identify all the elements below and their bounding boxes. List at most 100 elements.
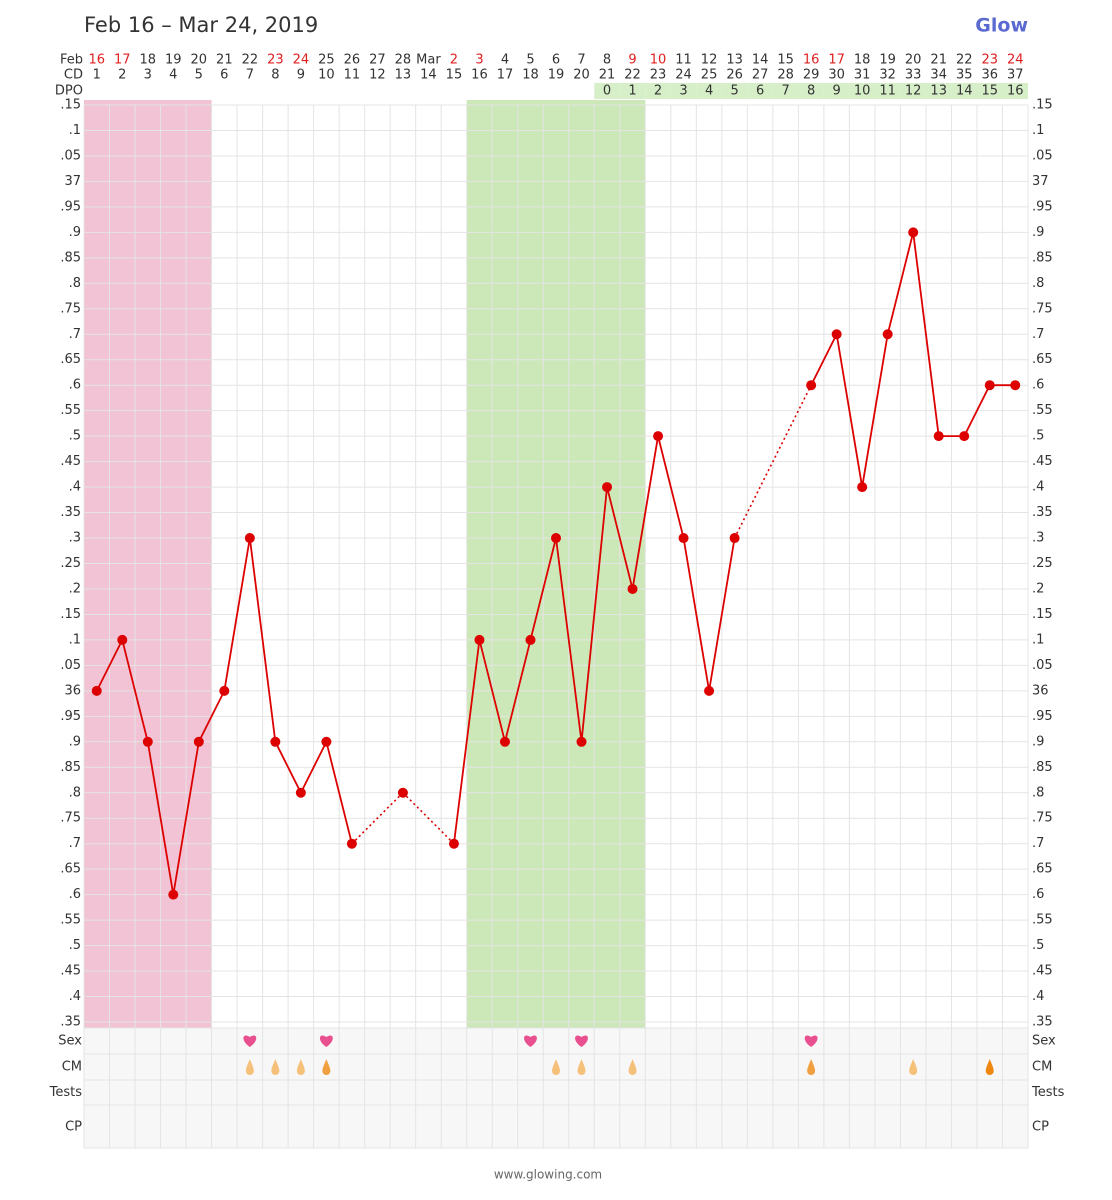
data-point [602,482,613,493]
data-point [984,380,995,391]
y-tick-label-right: .05 [1032,658,1053,673]
date-label: 19 [165,53,182,68]
y-tick-label-right: .4 [1032,989,1044,1004]
dpo-cell [900,83,926,99]
y-tick-label: .35 [60,1015,81,1030]
y-tick-label: .25 [60,556,81,571]
y-tick-label: .1 [69,632,81,647]
y-tick-label: .8 [69,276,81,291]
dpo-label: DPO [55,84,83,99]
x-tick-label: 24 [675,68,692,83]
x-tick-label: 11 [344,68,361,83]
x-tick-label: 9 [297,68,305,83]
data-point [142,736,153,747]
y-tick-label-right: .3 [1032,531,1044,546]
date-label: 6 [552,53,560,68]
data-point [117,634,128,645]
x-tick-label: 19 [548,68,565,83]
y-tick-label-right: .95 [1032,709,1053,724]
data-point [474,634,485,645]
x-tick-label: 31 [854,68,871,83]
data-point [959,431,970,442]
x-tick-label: 33 [905,68,922,83]
y-tick-label: .8 [69,785,81,800]
x-tick-label: 5 [195,68,203,83]
x-tick-label: 26 [726,68,743,83]
cm-marker [985,1059,994,1075]
date-label: 20 [191,53,208,68]
date-label: 28 [395,53,412,68]
y-tick-label-right: .05 [1032,148,1053,163]
date-label: 24 [293,53,310,68]
data-point [882,329,893,340]
x-tick-label: 10 [318,68,335,83]
dpo-cell [594,83,620,99]
data-point [908,227,919,238]
dpo-label: 16 [1007,84,1024,99]
date-label: 5 [526,53,534,68]
y-tick-label: .95 [60,709,81,724]
y-tick-label-right: .15 [1032,607,1053,622]
date-label: 9 [628,53,636,68]
y-tick-label-right: .75 [1032,811,1053,826]
date-label: 22 [242,53,259,68]
date-label: 12 [701,53,718,68]
y-tick-label-right: .5 [1032,938,1044,953]
y-tick-label: .1 [69,123,81,138]
dpo-cell [823,83,850,99]
date-label: 11 [675,53,692,68]
row-label-right: Sex [1032,1034,1056,1049]
row-label-right: Tests [1031,1085,1065,1100]
data-point [653,431,664,442]
date-label: Feb [60,53,83,68]
dpo-label: 3 [679,84,687,99]
gap-connector [402,792,455,845]
data-point [499,736,510,747]
y-tick-label: .95 [60,199,81,214]
dpo-cell [645,83,671,99]
x-tick-label: 20 [573,68,590,83]
x-tick-label: 14 [420,68,437,83]
date-label: 8 [603,53,611,68]
dpo-label: 7 [781,84,789,99]
x-tick-label: 21 [599,68,616,83]
chart-title: Feb 16 – Mar 24, 2019 [84,13,318,37]
x-tick-label: 3 [144,68,152,83]
y-tick-label: .5 [69,429,81,444]
y-tick-label-right: .9 [1032,734,1044,749]
data-point [346,838,357,849]
y-tick-label-right: 36 [1032,683,1049,698]
x-tick-label: 6 [220,68,228,83]
y-tick-label: .05 [60,658,81,673]
y-tick-label: .85 [60,760,81,775]
data-point [525,634,536,645]
y-tick-label: .05 [60,148,81,163]
dpo-label: 10 [854,84,871,99]
date-label: 26 [344,53,361,68]
date-label: 16 [803,53,820,68]
x-tick-label: 15 [446,68,463,83]
x-tick-label: 23 [650,68,667,83]
dpo-cell [874,83,901,99]
y-tick-label: .5 [69,938,81,953]
y-tick-label: .35 [60,505,81,520]
y-tick-label-right: .15 [1032,98,1053,113]
data-point [1010,380,1021,391]
x-tick-label: 32 [879,68,896,83]
cm-marker [322,1059,331,1075]
x-tick-label: 30 [828,68,845,83]
data-point [933,431,944,442]
y-tick-label: .6 [69,378,81,393]
x-tick-label: 22 [624,68,641,83]
y-tick-label: 37 [64,174,81,189]
dpo-cell [670,83,697,99]
row-label: CM [62,1060,82,1075]
dpo-label: 5 [730,84,738,99]
dpo-cell [619,83,646,99]
row-label: Tests [49,1085,83,1100]
y-tick-label-right: .35 [1032,1015,1053,1030]
dpo-cell [976,83,1003,99]
y-tick-label: .4 [69,989,81,1004]
dpo-label: 12 [905,84,922,99]
data-point [576,736,587,747]
